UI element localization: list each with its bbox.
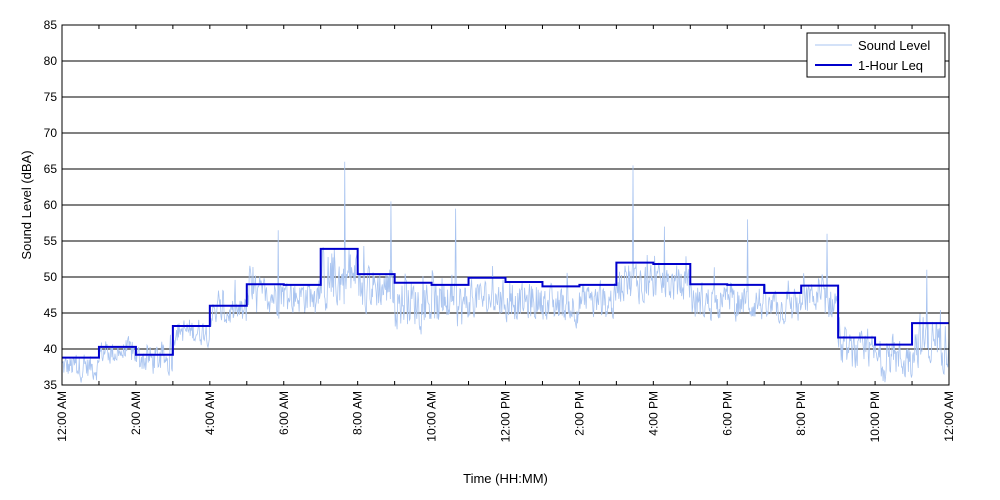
y-tick-label: 40 <box>44 342 58 356</box>
x-tick-label: 12:00 PM <box>499 391 513 442</box>
x-tick-label: 4:00 AM <box>203 391 217 435</box>
x-tick-label: 10:00 AM <box>425 391 439 442</box>
y-tick-label: 35 <box>44 378 58 392</box>
leq-step-line <box>62 247 949 359</box>
legend-box <box>806 32 946 78</box>
legend: Sound Level 1-Hour Leq <box>806 32 946 78</box>
y-axis-ticks: 35 40 45 50 55 60 65 70 75 80 85 <box>44 18 949 392</box>
y-axis-label: Sound Level (dBA) <box>19 150 34 259</box>
y-tick-label: 65 <box>44 162 58 176</box>
y-tick-label: 80 <box>44 54 58 68</box>
x-tick-label: 6:00 AM <box>277 391 291 435</box>
x-tick-label: 2:00 AM <box>129 391 143 435</box>
y-tick-label: 60 <box>44 198 58 212</box>
leq-series <box>62 247 949 359</box>
y-tick-label: 55 <box>44 234 58 248</box>
x-axis-ticks: 12:00 AM 2:00 AM 4:00 AM 6:00 AM 8:00 AM 10:0… <box>55 25 956 442</box>
y-tick-label: 45 <box>44 306 58 320</box>
legend-label-sound-level: Sound Level <box>858 38 930 53</box>
y-tick-label: 75 <box>44 90 58 104</box>
x-tick-label: 6:00 PM <box>720 391 734 436</box>
x-tick-label: 8:00 AM <box>351 391 365 435</box>
y-tick-label: 85 <box>44 18 58 32</box>
y-tick-label: 70 <box>44 126 58 140</box>
x-tick-label: 12:00 AM <box>55 391 69 442</box>
x-tick-label: 2:00 PM <box>572 391 586 436</box>
y-tick-label: 50 <box>44 270 58 284</box>
x-axis-label: Time (HH:MM) <box>463 471 548 486</box>
x-tick-label: 12:00 AM <box>942 391 956 442</box>
x-tick-label: 8:00 PM <box>794 391 808 436</box>
x-tick-label: 4:00 PM <box>646 391 660 436</box>
legend-label-leq: 1-Hour Leq <box>858 58 923 73</box>
x-tick-label: 10:00 PM <box>868 391 882 442</box>
